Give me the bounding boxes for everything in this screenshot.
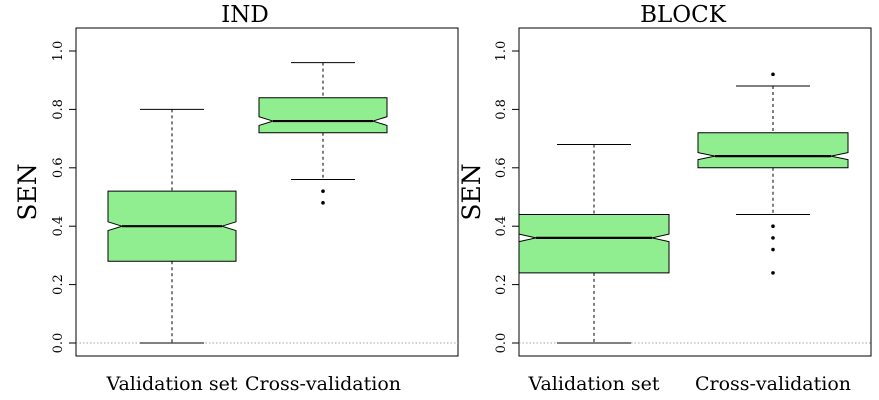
outlier-point: [771, 247, 775, 252]
box-cross-validation: [258, 62, 388, 205]
x-tick-label: Cross-validation: [245, 373, 401, 395]
y-tick-label: 1.0: [51, 41, 66, 62]
y-tick-label: 0.8: [494, 99, 509, 120]
plot-frame: [518, 27, 872, 357]
y-tick-label: 0.0: [494, 333, 509, 354]
y-tick-label: 0.8: [51, 99, 66, 120]
box-validation-set: [518, 143, 670, 344]
y-tick-label: 0.0: [51, 333, 66, 354]
x-tick-label: Validation set: [105, 373, 237, 395]
box-body: [518, 214, 670, 274]
y-axis-label: SEN: [13, 163, 42, 220]
outlier-point: [771, 236, 775, 240]
y-axis-label: SEN: [457, 163, 486, 220]
outlier-point: [771, 271, 775, 275]
outlier-point: [771, 72, 775, 77]
box-cross-validation: [697, 72, 849, 275]
y-tick-label: 0.6: [51, 157, 66, 178]
y-tick-label: 0.2: [51, 274, 66, 295]
box-validation-set: [107, 108, 237, 344]
y-tick-label: 0.4: [494, 216, 509, 237]
chart-title: BLOCK: [640, 2, 727, 28]
outlier-point: [771, 224, 775, 228]
box-body: [697, 132, 849, 169]
y-tick-label: 0.6: [494, 157, 509, 178]
y-tick-label: 0.4: [51, 216, 66, 237]
box-body: [258, 97, 388, 134]
chart-title: IND: [221, 2, 269, 28]
y-tick-label: 0.2: [494, 274, 509, 295]
chart-panel-block: BLOCK SEN 0.0 0.2 0.4 0.6 0.8 1.0 Validation set…: [457, 2, 872, 395]
x-tick-label: Cross-validation: [695, 373, 851, 395]
outlier-point: [321, 189, 325, 193]
plot-frame: [75, 27, 459, 357]
y-tick-label: 1.0: [494, 41, 509, 62]
chart-panel-ind: IND SEN 0.0 0.2 0.4 0.6 0.8 1.0 Validation set Cr…: [13, 2, 459, 395]
outlier-point: [321, 201, 325, 205]
x-tick-label: Validation set: [527, 373, 659, 395]
